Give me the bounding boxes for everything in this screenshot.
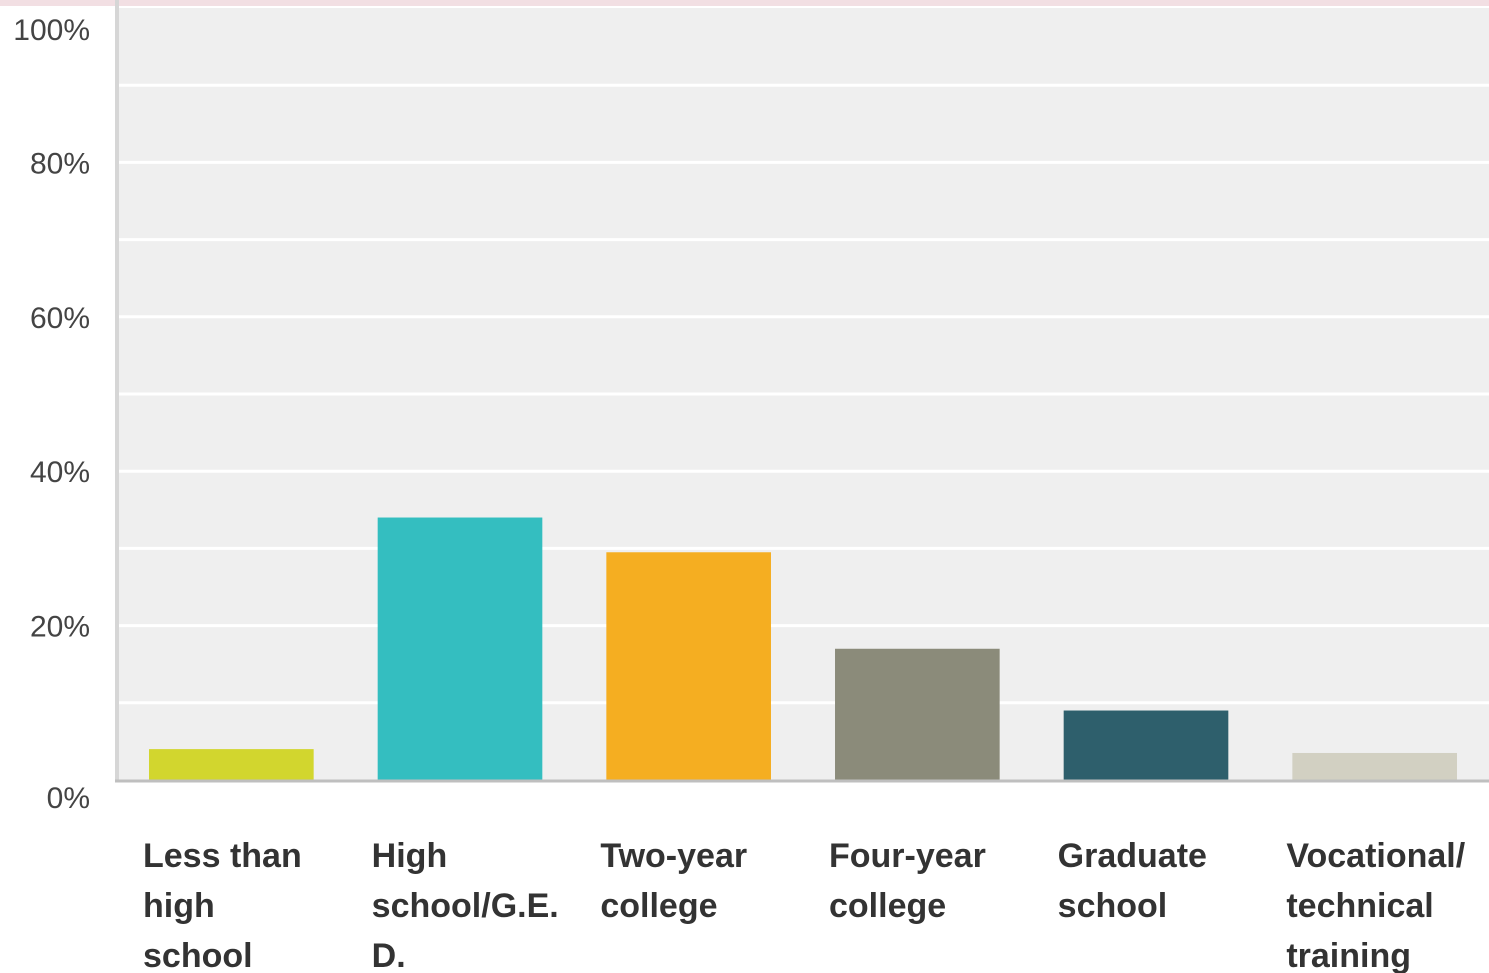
x-tick-label-line: Two-year [600, 837, 747, 875]
x-tick-label: Graduate school [1058, 837, 1207, 925]
x-tick-label-line: training [1286, 937, 1411, 973]
x-tick-label: High school/G.E. D. [372, 837, 559, 973]
x-tick-label-line: school [1058, 887, 1168, 925]
y-tick-label: 0% [47, 782, 90, 815]
bar [606, 552, 771, 780]
x-tick-label-line: Graduate [1058, 837, 1207, 875]
top-strip [0, 0, 1489, 6]
x-tick-label-line: college [600, 887, 717, 925]
x-tick-label-line: college [829, 887, 946, 925]
axes [115, 0, 1489, 783]
bar [149, 749, 314, 780]
x-tick-label-line: Less than [143, 837, 302, 875]
y-axis-ticks: 0% 20% 40% 60% 80% 100% [13, 14, 90, 815]
x-axis-labels: Less than high school High school/G.E. D. Two-… [143, 837, 1466, 973]
x-tick-label-line: High [372, 837, 448, 875]
x-tick-label: Vocational/technical training [1286, 837, 1465, 973]
x-tick-label-line: technical [1286, 887, 1433, 925]
x-tick-label-line: D. [372, 937, 406, 973]
y-tick-label: 40% [30, 456, 90, 489]
y-tick-label: 100% [13, 14, 90, 47]
y-tick-label: 60% [30, 302, 90, 335]
bar [377, 517, 543, 780]
x-tick-label: Four-year college [829, 837, 986, 925]
gridlines [117, 83, 1489, 705]
x-tick-label-line: school/G.E. [372, 887, 559, 925]
x-tick-label: Two-year college [600, 837, 747, 925]
x-tick-label-line: Vocational/ [1286, 837, 1465, 875]
bars [149, 517, 1457, 780]
y-tick-label: 80% [30, 147, 90, 180]
x-tick-label-line: school [143, 937, 253, 973]
bar [1292, 752, 1457, 780]
x-tick-label: Less than high school [143, 837, 302, 973]
y-tick-label: 20% [30, 611, 90, 644]
bar [1063, 710, 1229, 780]
bar [835, 648, 1000, 780]
x-tick-label-line: high [143, 887, 215, 925]
x-tick-label-line: Four-year [829, 837, 986, 875]
